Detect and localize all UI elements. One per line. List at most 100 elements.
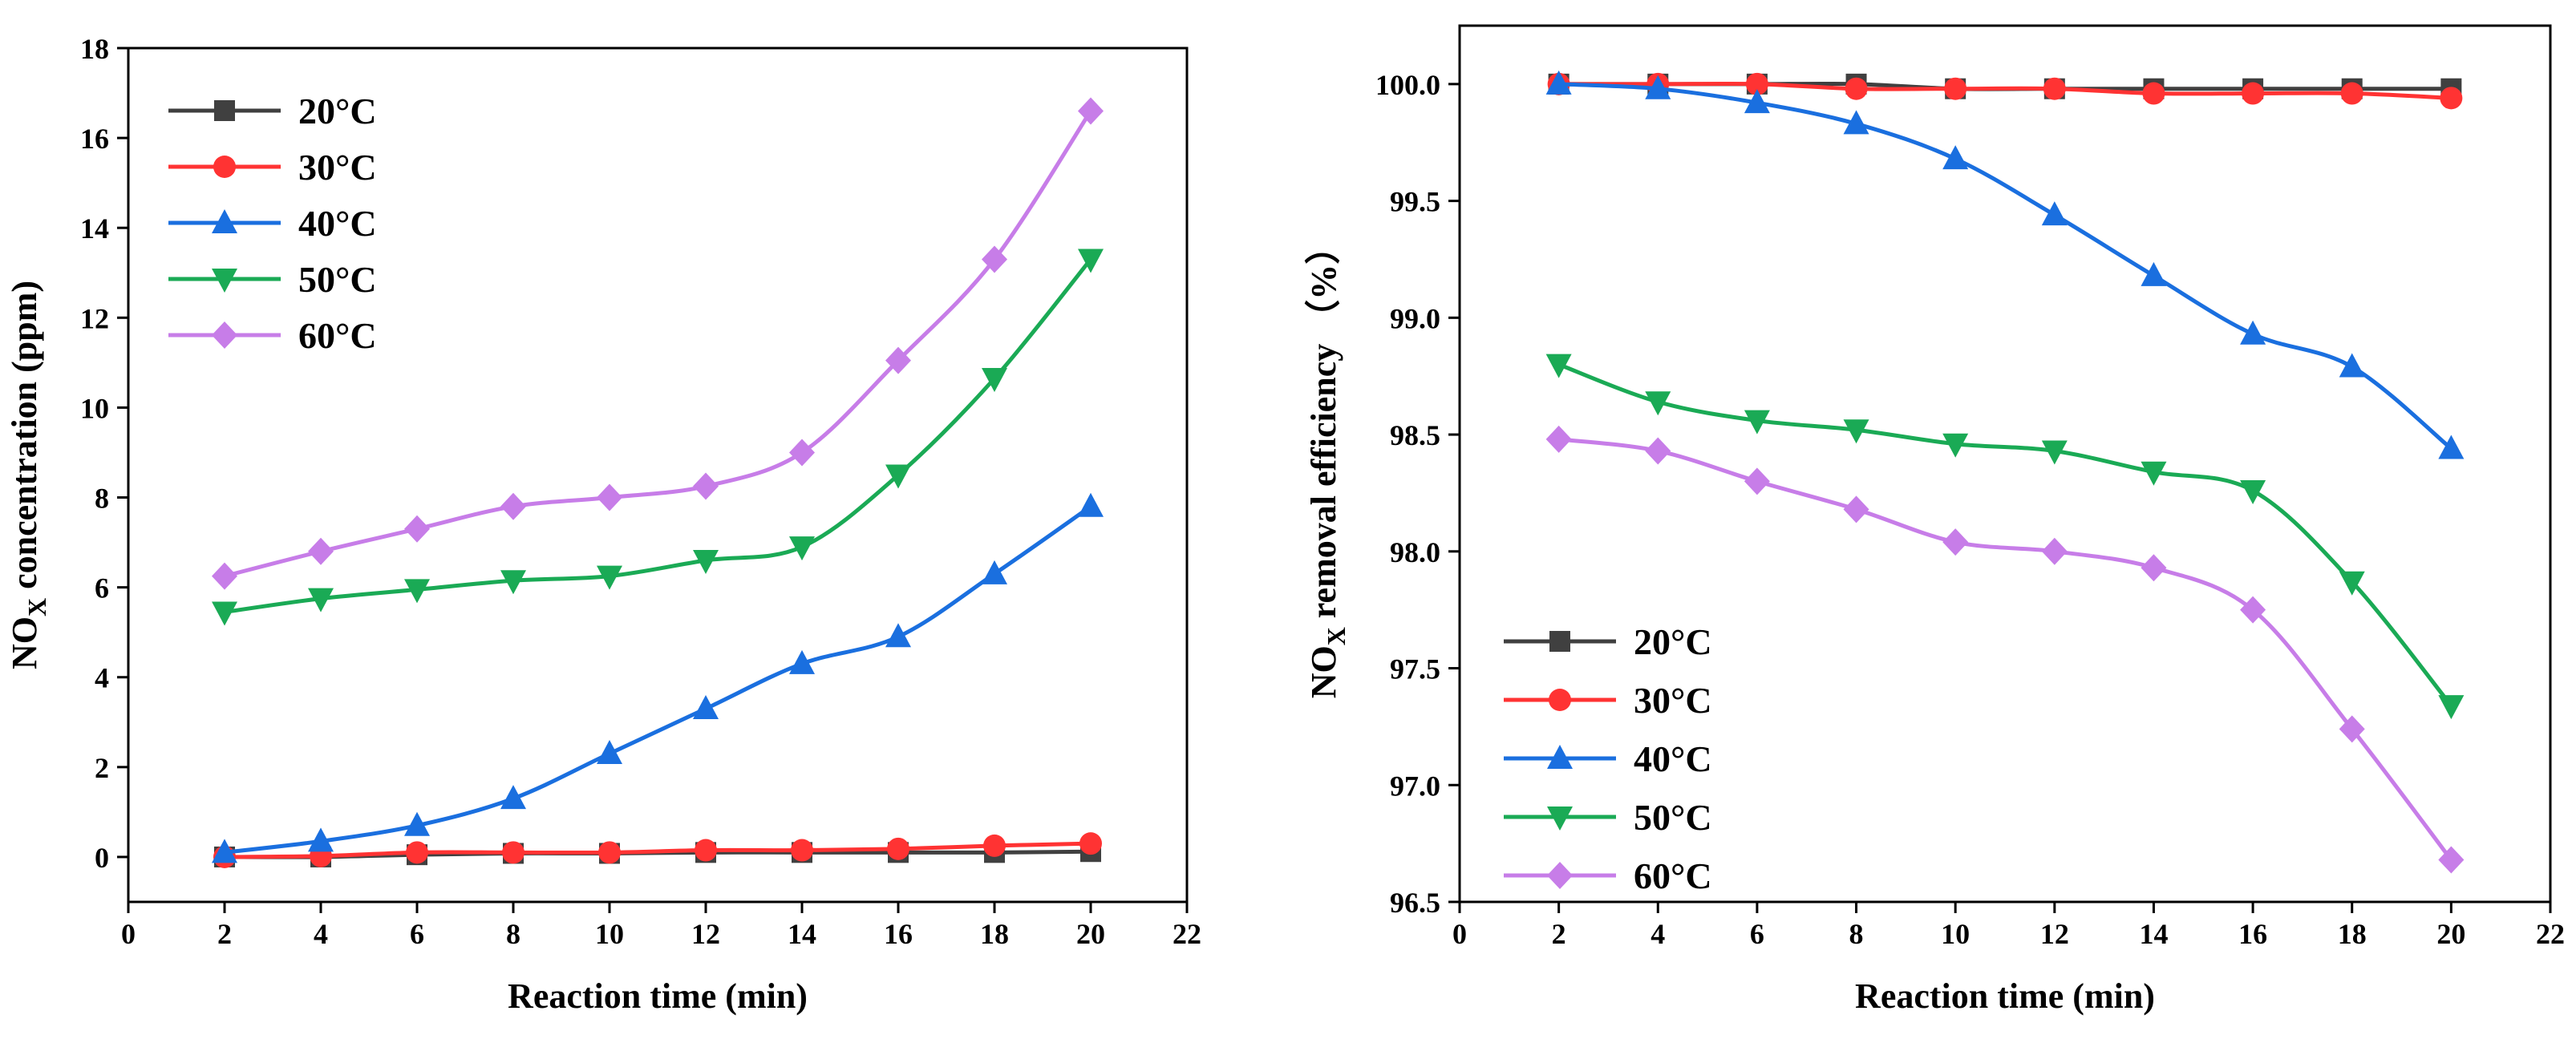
- x-axis-title: Reaction time (min): [1855, 976, 2155, 1016]
- y-axis-title-main: NO: [5, 617, 44, 669]
- legend-label: 50°C: [1634, 797, 1712, 838]
- series-line: [224, 110, 1093, 579]
- data-point: [404, 579, 430, 604]
- data-point: [1843, 419, 1869, 444]
- y-tick-label: 10: [80, 392, 109, 424]
- legend-label: 30°C: [1634, 680, 1712, 721]
- y-axis-title-subscript: X: [22, 598, 51, 617]
- x-tick-label: 0: [121, 918, 136, 950]
- legend-swatch-marker: [1549, 631, 1570, 652]
- y-tick-label: 8: [95, 483, 109, 515]
- y-axis-title-subscript: X: [1322, 627, 1351, 645]
- data-point: [406, 841, 428, 864]
- x-tick-label: 16: [2238, 918, 2267, 950]
- data-point: [2041, 440, 2068, 465]
- legend-label: 50°C: [298, 259, 377, 300]
- data-point: [308, 537, 334, 565]
- series-line: [1558, 81, 2452, 100]
- x-tick-label: 22: [1173, 918, 1201, 950]
- data-point: [1078, 249, 1104, 273]
- y-tick-label: 0: [95, 842, 109, 874]
- data-point: [982, 367, 1007, 392]
- data-point: [308, 588, 334, 612]
- data-point: [2340, 82, 2363, 105]
- data-point: [597, 565, 622, 590]
- x-axis-title: Reaction time (min): [508, 976, 808, 1016]
- legend: 20°C 30°C 40°C 50°C 60°C: [1504, 621, 1712, 896]
- data-point: [212, 601, 237, 626]
- x-tick-label: 6: [410, 918, 424, 950]
- y-tick-label: 100.0: [1375, 69, 1440, 101]
- x-tick-label: 4: [1651, 918, 1665, 950]
- y-tick-label: 2: [95, 752, 109, 784]
- data-point: [885, 464, 911, 489]
- data-point: [1944, 77, 1967, 100]
- data-point: [404, 811, 430, 836]
- data-point: [693, 550, 719, 574]
- data-point: [1645, 437, 1671, 465]
- y-tick-label: 97.5: [1390, 653, 1440, 685]
- legend-swatch-marker: [1549, 689, 1571, 711]
- data-point: [982, 560, 1007, 584]
- y-tick-label: 4: [95, 662, 109, 694]
- x-tick-label: 4: [314, 918, 328, 950]
- data-point: [983, 834, 1006, 857]
- data-point: [1545, 354, 1572, 378]
- series-4: [1545, 425, 2465, 874]
- left-chart-nox-concentration: 0 2 4 6 8 10 12 14 16 18 20 22 0 2 4 6 8 10 12 14 16 18 Reacti…: [5, 33, 1201, 1016]
- legend-label: 20°C: [1634, 621, 1712, 662]
- data-point: [597, 740, 622, 765]
- x-tick-label: 18: [980, 918, 1009, 950]
- data-point: [2339, 353, 2365, 378]
- data-point: [1744, 410, 1770, 435]
- data-point: [1645, 75, 1671, 99]
- data-point: [789, 439, 815, 467]
- legend-swatch-marker: [1547, 807, 1573, 831]
- x-tick-label: 14: [788, 918, 816, 950]
- data-point: [789, 649, 815, 674]
- data-point: [2240, 320, 2266, 345]
- data-point: [2438, 695, 2465, 720]
- data-point: [789, 536, 815, 561]
- right-chart-nox-removal-efficiency: 0 2 4 6 8 10 12 14 16 18 20 22 96.5 97.0 97.5 98.0 98.5 9…: [1304, 24, 2565, 1016]
- data-point: [1545, 70, 1572, 95]
- x-tick-label: 12: [691, 918, 720, 950]
- x-tick-label: 12: [2040, 918, 2069, 950]
- data-point: [500, 492, 526, 520]
- data-point: [404, 515, 430, 543]
- x-tick-label: 20: [2436, 918, 2465, 950]
- series-0: [1548, 73, 2462, 99]
- data-point: [2440, 87, 2463, 110]
- y-tick-label: 98.0: [1390, 536, 1440, 568]
- data-point: [1843, 110, 1869, 135]
- y-tick-label: 98.5: [1390, 419, 1440, 451]
- series-line: [1558, 82, 2452, 451]
- data-point: [885, 346, 911, 374]
- series-2: [1545, 70, 2465, 459]
- legend: 20°C 30°C 40°C 50°C 60°C: [168, 91, 377, 356]
- data-point: [1079, 832, 1102, 855]
- data-point: [598, 841, 621, 864]
- data-point: [2141, 461, 2167, 486]
- data-point: [2438, 846, 2465, 874]
- x-tick-label: 8: [506, 918, 520, 950]
- y-tick-label: 99.0: [1390, 302, 1440, 334]
- data-point: [1744, 89, 1770, 114]
- data-point: [2339, 571, 2365, 596]
- y-tick-label: 18: [80, 33, 109, 65]
- y-tick-label: 97.0: [1390, 770, 1440, 802]
- data-point: [308, 827, 334, 852]
- x-tick-label: 6: [1750, 918, 1764, 950]
- y-tick-label: 14: [80, 212, 109, 245]
- data-point: [982, 245, 1007, 273]
- series-line: [1558, 437, 2453, 862]
- data-point: [695, 839, 717, 862]
- legend-swatch-marker: [212, 209, 237, 233]
- legend-label: 60°C: [1634, 855, 1712, 896]
- legend-label: 20°C: [298, 91, 377, 131]
- data-point: [1942, 528, 1969, 556]
- y-axis-title: NOX concentration (ppm): [5, 281, 51, 669]
- data-point: [1078, 97, 1104, 125]
- x-tick-label: 20: [1076, 918, 1105, 950]
